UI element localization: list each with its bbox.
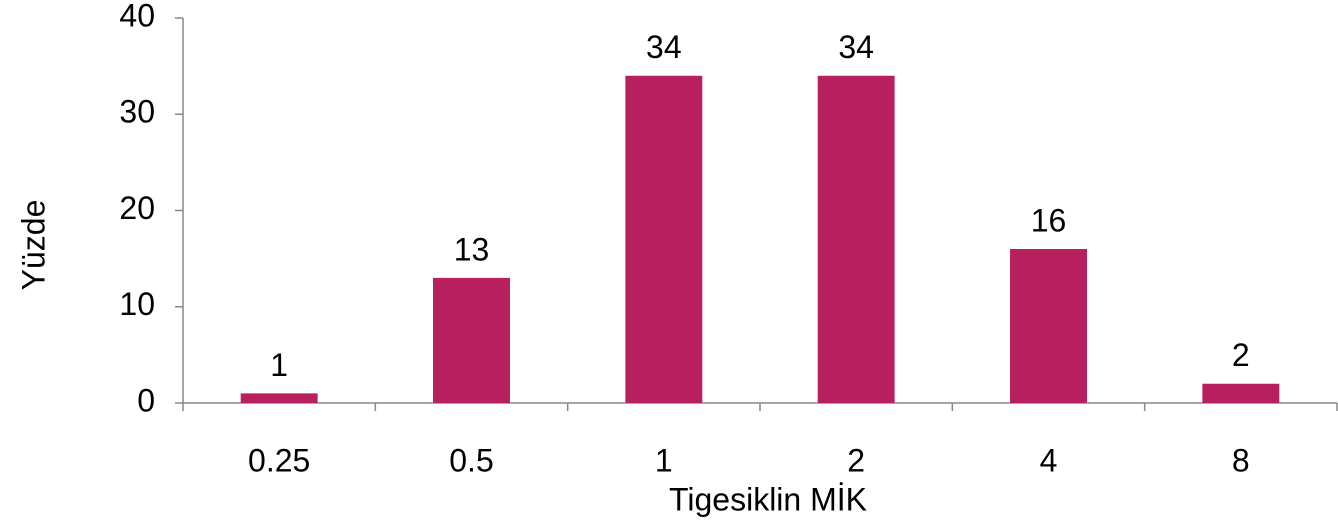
data-label: 13 (454, 231, 490, 267)
y-tick-label: 10 (119, 286, 155, 322)
bar (433, 277, 510, 403)
y-tick-label: 20 (119, 190, 155, 226)
bar (625, 75, 703, 403)
data-label: 16 (1031, 202, 1067, 238)
y-tick-label: 0 (137, 382, 155, 418)
bar (817, 75, 895, 403)
x-tick-label: 8 (1232, 442, 1250, 478)
bar (1010, 249, 1087, 403)
bar (240, 393, 318, 403)
x-tick-label: 0.5 (449, 442, 493, 478)
y-axis-title: Yüzde (15, 200, 51, 291)
x-tick-label: 0.25 (248, 442, 310, 478)
data-label: 34 (838, 29, 874, 65)
y-tick-label: 40 (119, 0, 155, 33)
data-label: 34 (646, 29, 682, 65)
x-axis-title: Tigesiklin MİK (669, 481, 867, 517)
bar (1202, 383, 1280, 403)
y-tick-label: 30 (119, 94, 155, 130)
data-label: 2 (1232, 337, 1250, 373)
x-tick-label: 2 (847, 442, 865, 478)
data-label: 1 (270, 347, 288, 383)
x-tick-label: 4 (1040, 442, 1058, 478)
x-tick-label: 1 (655, 442, 673, 478)
